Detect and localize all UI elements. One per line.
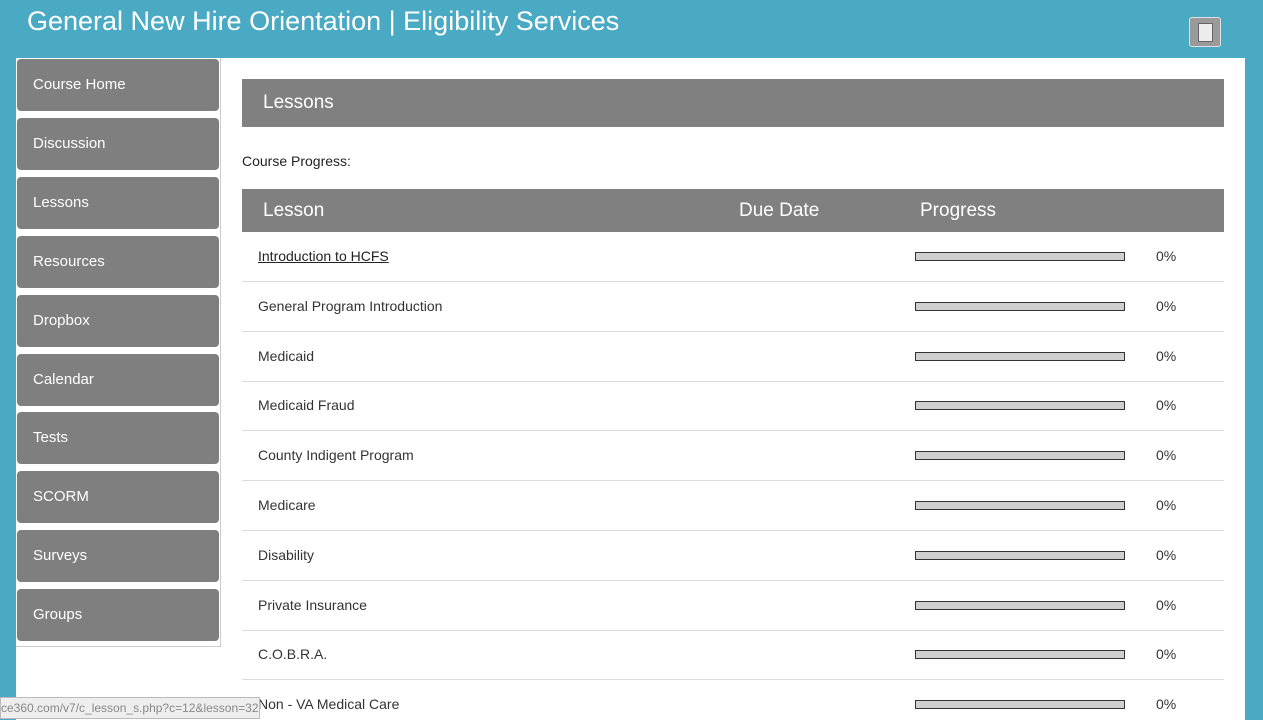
table-row: Disability 0% <box>242 531 1224 581</box>
nav-button[interactable]: Surveys <box>17 530 219 583</box>
column-header: Lesson <box>263 200 325 221</box>
status-bar: ce360.com/v7/c_lesson_s.php?c=12&lesson=… <box>0 697 260 719</box>
table-row: Medicaid 0% <box>242 332 1224 382</box>
course-progress-label: Course Progress: <box>242 153 351 169</box>
progress-bar <box>915 550 1125 560</box>
table-header: Lesson Due Date Progress <box>242 189 1224 232</box>
lesson-name: Private Insurance <box>258 596 367 613</box>
table-row: Medicare 0% <box>242 481 1224 531</box>
lesson-name: General Program Introduction <box>258 297 443 314</box>
progress-label: 0% <box>1156 546 1177 563</box>
column-header: Due Date <box>739 200 820 221</box>
progress-label: 0% <box>1156 497 1177 513</box>
table-row: General Program Introduction 0% <box>242 282 1224 332</box>
nav-button[interactable]: Tests <box>17 412 219 465</box>
progress-bar <box>915 301 1125 311</box>
progress-label: 0% <box>1156 397 1177 414</box>
table-row: Medicaid Fraud 0% <box>242 381 1224 432</box>
lesson-name: Medicare <box>258 497 316 513</box>
nav-button[interactable]: SCORM <box>17 471 219 524</box>
nav-button[interactable]: Groups <box>17 589 219 642</box>
table-row: Private Insurance 0% <box>242 581 1224 631</box>
nav-button[interactable]: Dropbox <box>17 294 219 347</box>
lesson-link[interactable]: Introduction to HCFS <box>258 248 389 264</box>
lesson-name: Medicaid Fraud <box>258 397 355 414</box>
main-panel: Course Home Discussion Lessons Resources Dro… <box>16 58 1245 720</box>
nav-button[interactable]: Resources <box>17 235 219 288</box>
lesson-name: C.O.B.R.A. <box>258 646 328 663</box>
nav-button[interactable]: Discussion <box>17 117 219 170</box>
progress-bar <box>915 650 1125 660</box>
nav-button[interactable]: Lessons <box>17 176 219 229</box>
progress-label: 0% <box>1156 447 1177 464</box>
lesson-name: Medicaid <box>258 347 315 364</box>
progress-bar <box>915 401 1125 411</box>
progress-bar <box>915 501 1125 510</box>
sidebar: Course Home Discussion Lessons Resources Dro… <box>16 58 221 647</box>
progress-label: 0% <box>1156 248 1177 264</box>
progress-label: 0% <box>1156 646 1177 663</box>
progress-bar <box>915 351 1125 361</box>
lesson-name: Disability <box>258 546 315 563</box>
table-row: County Indigent Program 0% <box>242 431 1224 482</box>
section-title: Lessons <box>242 79 1224 127</box>
progress-label: 0% <box>1156 696 1177 713</box>
column-header: Progress <box>920 200 997 221</box>
progress-bar <box>915 600 1125 610</box>
table-row: Introduction to HCFS 0% <box>242 232 1224 282</box>
lesson-name: County Indigent Program <box>258 447 414 464</box>
progress-label: 0% <box>1156 596 1177 613</box>
progress-label: 0% <box>1156 347 1177 364</box>
nav-button[interactable]: Calendar <box>17 353 219 406</box>
progress-bar <box>915 700 1125 710</box>
progress-bar <box>915 252 1125 261</box>
table-row: C.O.B.R.A. 0% <box>242 630 1224 681</box>
nav-button[interactable]: Course Home <box>17 59 219 111</box>
lesson-name: Non - VA Medical Care <box>258 696 400 713</box>
notes-icon[interactable] <box>1189 17 1221 47</box>
page-title: General New Hire Orientation | Eligibili… <box>27 6 620 36</box>
status-url: ce360.com/v7/c_lesson_s.php?c=12&lesson=… <box>1 701 259 715</box>
table-row: Non - VA Medical Care 0% <box>242 680 1224 720</box>
progress-bar <box>915 451 1125 461</box>
progress-label: 0% <box>1156 297 1177 314</box>
